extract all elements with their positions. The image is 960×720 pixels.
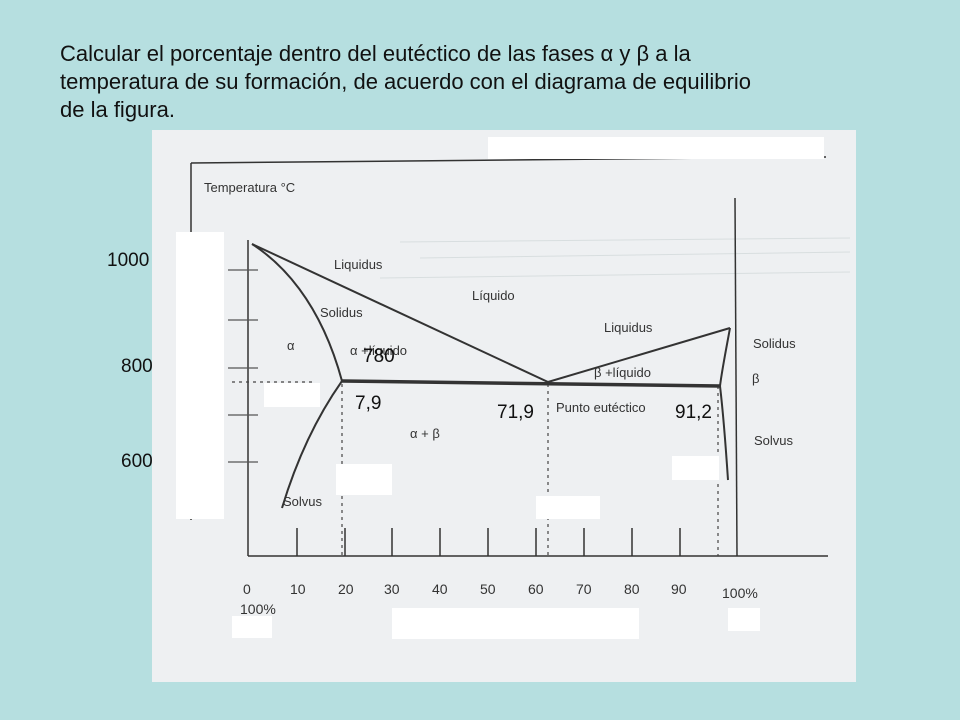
eutectic-temp-label: 780 (363, 346, 395, 367)
label-liquidus-right: Liquidus (604, 320, 653, 335)
label-solvus-left: Solvus (283, 494, 323, 509)
x-axis-ticks (296, 528, 681, 556)
axis-title-temperature: Temperatura °C (204, 180, 295, 195)
mask-patch (488, 137, 824, 159)
mask-patch (672, 456, 719, 480)
x-tick-label: 40 (432, 581, 448, 597)
question-line-2: temperatura de su formación, de acuerdo … (60, 69, 751, 94)
mask-patch (232, 616, 272, 638)
x-tick-label: 100% (722, 585, 758, 601)
x-tick-label: 60 (528, 581, 544, 597)
right-boundary (734, 197, 738, 557)
label-solidus-left: Solidus (320, 305, 363, 320)
temp-label-1000: 1000 (107, 250, 150, 271)
label-solvus-right: Solvus (754, 433, 794, 448)
solvus-left-curve (281, 380, 343, 509)
mask-patch (536, 496, 600, 519)
mask-patch (336, 464, 392, 495)
question-line-3: de la figura. (60, 97, 175, 122)
eutectic-composition-label: 71,9 (497, 402, 534, 423)
question-line-1: Calcular el porcentaje dentro del eutéct… (60, 41, 691, 66)
mask-patch (176, 232, 224, 519)
label-liquido: Líquido (472, 288, 515, 303)
mask-patch (264, 383, 320, 407)
x-tick-label: 0 (243, 581, 251, 597)
mask-patch (392, 608, 639, 639)
question-text: Calcular el porcentaje dentro del eutéct… (60, 40, 900, 124)
x-tick-label: 20 (338, 581, 354, 597)
eutectic-isotherm (341, 379, 721, 388)
label-punto-eutectico: Punto eutéctico (556, 400, 646, 415)
temp-label-600: 600 (121, 451, 153, 472)
solvus-right-curve (719, 385, 729, 481)
label-alpha: α (287, 338, 295, 353)
x-left-pct-label: 100% (240, 601, 276, 617)
x-tick-label: 90 (671, 581, 687, 597)
label-beta-liquido: β +líquido (594, 365, 651, 380)
x-tick-label: 10 (290, 581, 306, 597)
x-tick-label: 70 (576, 581, 592, 597)
solidus-left-curve (251, 243, 343, 382)
label-liquidus-left: Liquidus (334, 257, 383, 272)
liquidus-right-curve (547, 327, 731, 383)
solidus-right-curve (719, 327, 731, 387)
label-beta: β (752, 371, 759, 386)
mask-patch (728, 608, 760, 631)
beta-composition-label: 91,2 (675, 402, 712, 423)
x-tick-label: 80 (624, 581, 640, 597)
temp-label-800: 800 (121, 356, 153, 377)
liquidus-left-curve (251, 243, 549, 383)
alpha-composition-label: 7,9 (355, 393, 382, 414)
label-solidus-right: Solidus (753, 336, 796, 351)
label-alpha-liquido: α +líquido (350, 343, 407, 358)
x-tick-label: 50 (480, 581, 496, 597)
label-alpha-beta: α + β (410, 426, 440, 441)
x-tick-label: 30 (384, 581, 400, 597)
